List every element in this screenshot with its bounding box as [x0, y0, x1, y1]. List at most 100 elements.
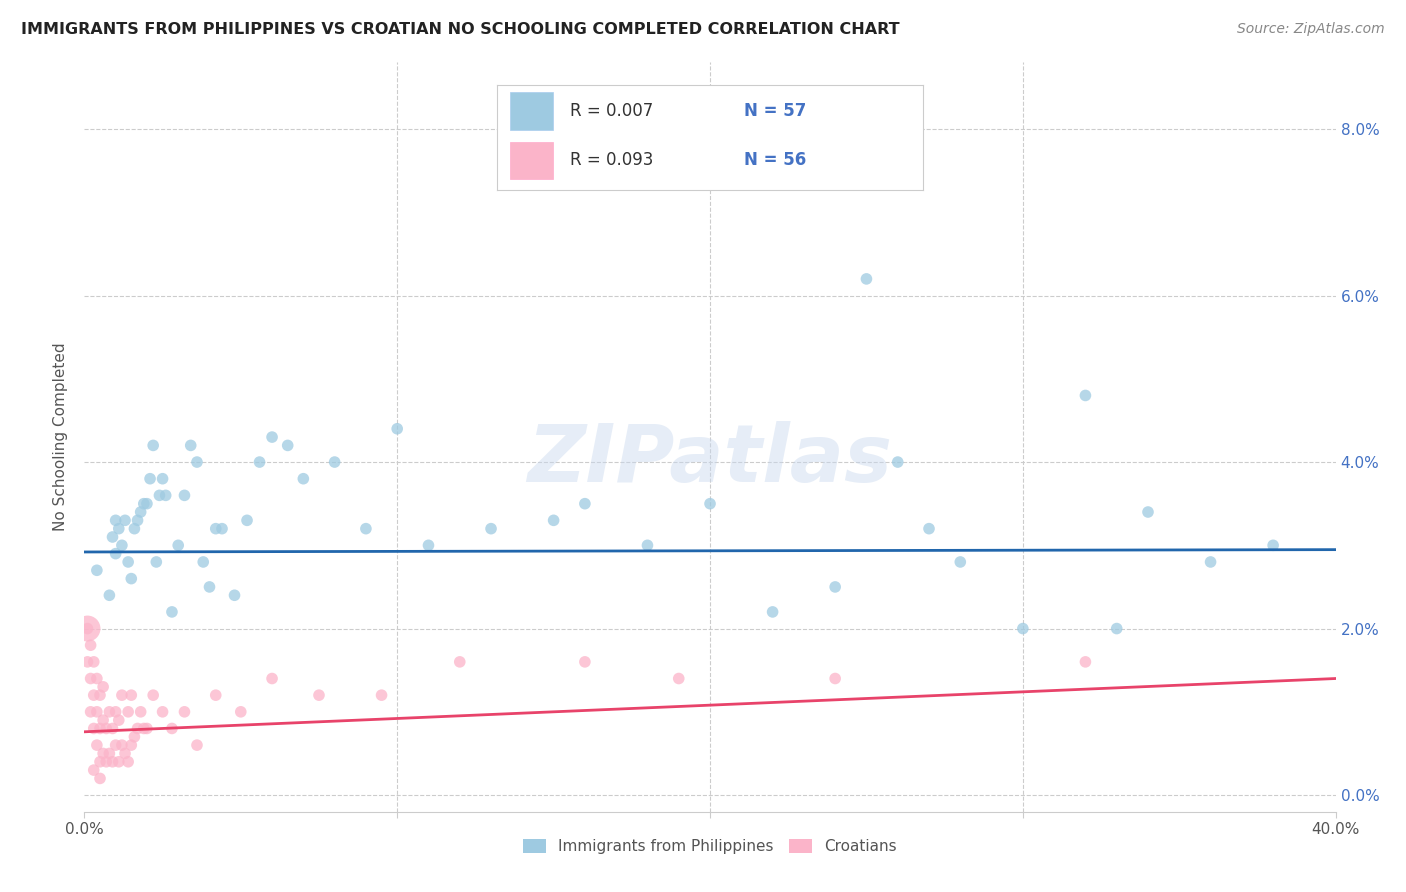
Point [308, 688, 330, 702]
Point [132, 497, 155, 511]
Point [91, 680, 114, 694]
Point [117, 755, 139, 769]
Point [76, 622, 98, 636]
Point [111, 738, 134, 752]
Point [89, 772, 111, 786]
Point [173, 488, 195, 502]
Point [418, 538, 440, 552]
Point [204, 688, 226, 702]
Point [79, 705, 101, 719]
Point [479, 522, 502, 536]
Point [292, 472, 315, 486]
Point [101, 755, 124, 769]
Point [668, 672, 690, 686]
Point [136, 497, 159, 511]
Point [370, 688, 392, 702]
Point [96, 755, 118, 769]
Point [148, 488, 170, 502]
Point [79, 638, 101, 652]
Point [167, 538, 190, 552]
Text: ZIPatlas: ZIPatlas [527, 420, 893, 499]
Point [111, 538, 134, 552]
Point [1074, 388, 1097, 402]
Point [186, 455, 208, 469]
Text: Source: ZipAtlas.com: Source: ZipAtlas.com [1237, 22, 1385, 37]
Point [101, 722, 124, 736]
Point [229, 705, 252, 719]
Point [79, 672, 101, 686]
Point [236, 513, 259, 527]
Point [1012, 622, 1035, 636]
Point [211, 522, 233, 536]
Point [120, 738, 142, 752]
Point [142, 438, 165, 452]
Point [127, 722, 149, 736]
Point [574, 655, 596, 669]
Point [887, 455, 910, 469]
Point [855, 272, 877, 286]
Point [139, 472, 162, 486]
Point [89, 722, 111, 736]
Point [323, 455, 346, 469]
Y-axis label: No Schooling Completed: No Schooling Completed [53, 343, 69, 532]
Point [104, 547, 127, 561]
Point [152, 705, 174, 719]
Point [762, 605, 785, 619]
Point [155, 488, 177, 502]
Point [1074, 655, 1097, 669]
Point [89, 755, 111, 769]
Point [124, 522, 146, 536]
Point [1105, 622, 1128, 636]
Point [136, 722, 159, 736]
Point [918, 522, 941, 536]
Point [224, 588, 246, 602]
Point [129, 705, 152, 719]
Point [120, 688, 142, 702]
Point [91, 713, 114, 727]
Point [543, 513, 565, 527]
Point [76, 622, 98, 636]
Point [114, 513, 136, 527]
Point [160, 722, 183, 736]
Point [824, 672, 846, 686]
Point [824, 580, 846, 594]
Point [104, 513, 127, 527]
Point [574, 497, 596, 511]
Point [124, 730, 146, 744]
Point [89, 688, 111, 702]
Point [98, 588, 121, 602]
Point [262, 430, 284, 444]
Point [1136, 505, 1159, 519]
Point [96, 722, 118, 736]
Text: IMMIGRANTS FROM PHILIPPINES VS CROATIAN NO SCHOOLING COMPLETED CORRELATION CHART: IMMIGRANTS FROM PHILIPPINES VS CROATIAN … [21, 22, 900, 37]
Point [83, 688, 105, 702]
Point [111, 688, 134, 702]
Point [83, 655, 105, 669]
Point [949, 555, 972, 569]
Point [86, 563, 108, 577]
Point [86, 672, 108, 686]
Point [120, 572, 142, 586]
Point [449, 655, 471, 669]
Point [104, 705, 127, 719]
Point [186, 738, 208, 752]
Point [193, 555, 215, 569]
Point [127, 513, 149, 527]
Point [180, 438, 202, 452]
Point [107, 755, 129, 769]
Point [101, 530, 124, 544]
Point [262, 672, 284, 686]
Point [129, 505, 152, 519]
Point [385, 422, 409, 436]
Point [117, 705, 139, 719]
Point [204, 522, 226, 536]
Point [98, 747, 121, 761]
Point [152, 472, 174, 486]
Point [637, 538, 659, 552]
Point [354, 522, 377, 536]
Point [114, 747, 136, 761]
Point [86, 705, 108, 719]
Point [145, 555, 167, 569]
Point [91, 747, 114, 761]
Point [142, 688, 165, 702]
